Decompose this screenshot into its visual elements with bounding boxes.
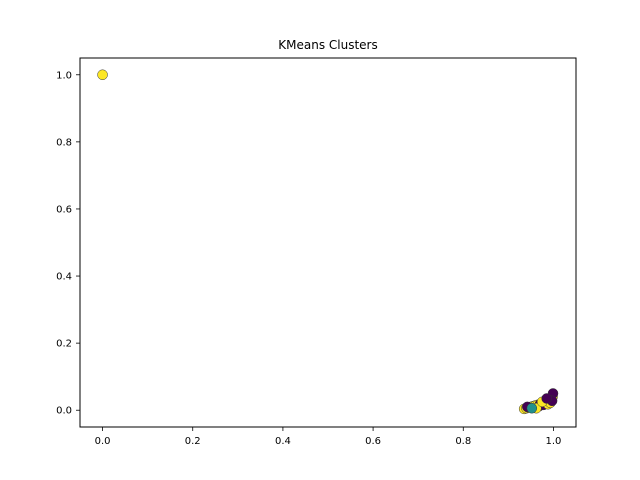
y-tick-label: 0.4 <box>56 272 72 283</box>
x-tick-label: 0.6 <box>365 436 381 447</box>
plot-frame <box>79 57 577 428</box>
scatter-point-25 <box>541 393 552 404</box>
y-tick-label: 0.2 <box>56 339 72 350</box>
x-tick-label: 0.2 <box>185 436 201 447</box>
scatter-point-23 <box>526 402 538 414</box>
y-tick-label: 0.8 <box>56 137 72 148</box>
y-axis: 0.0 0.2 0.4 0.6 0.8 1.0 <box>56 70 80 417</box>
y-tick-label: 0.6 <box>56 204 72 215</box>
y-tick-label: 0.0 <box>56 406 72 417</box>
x-tick-label: 0.8 <box>455 436 471 447</box>
x-tick-label: 0.0 <box>95 436 111 447</box>
x-axis: 0.0 0.2 0.4 0.6 0.8 1.0 <box>95 427 562 447</box>
x-tick-label: 0.4 <box>275 436 291 447</box>
scatter-point-0 <box>97 69 108 81</box>
y-tick-label: 1.0 <box>56 70 72 81</box>
points-layer <box>97 69 559 415</box>
x-tick-label: 1.0 <box>546 436 562 447</box>
chart-title: KMeans Clusters <box>278 38 377 52</box>
